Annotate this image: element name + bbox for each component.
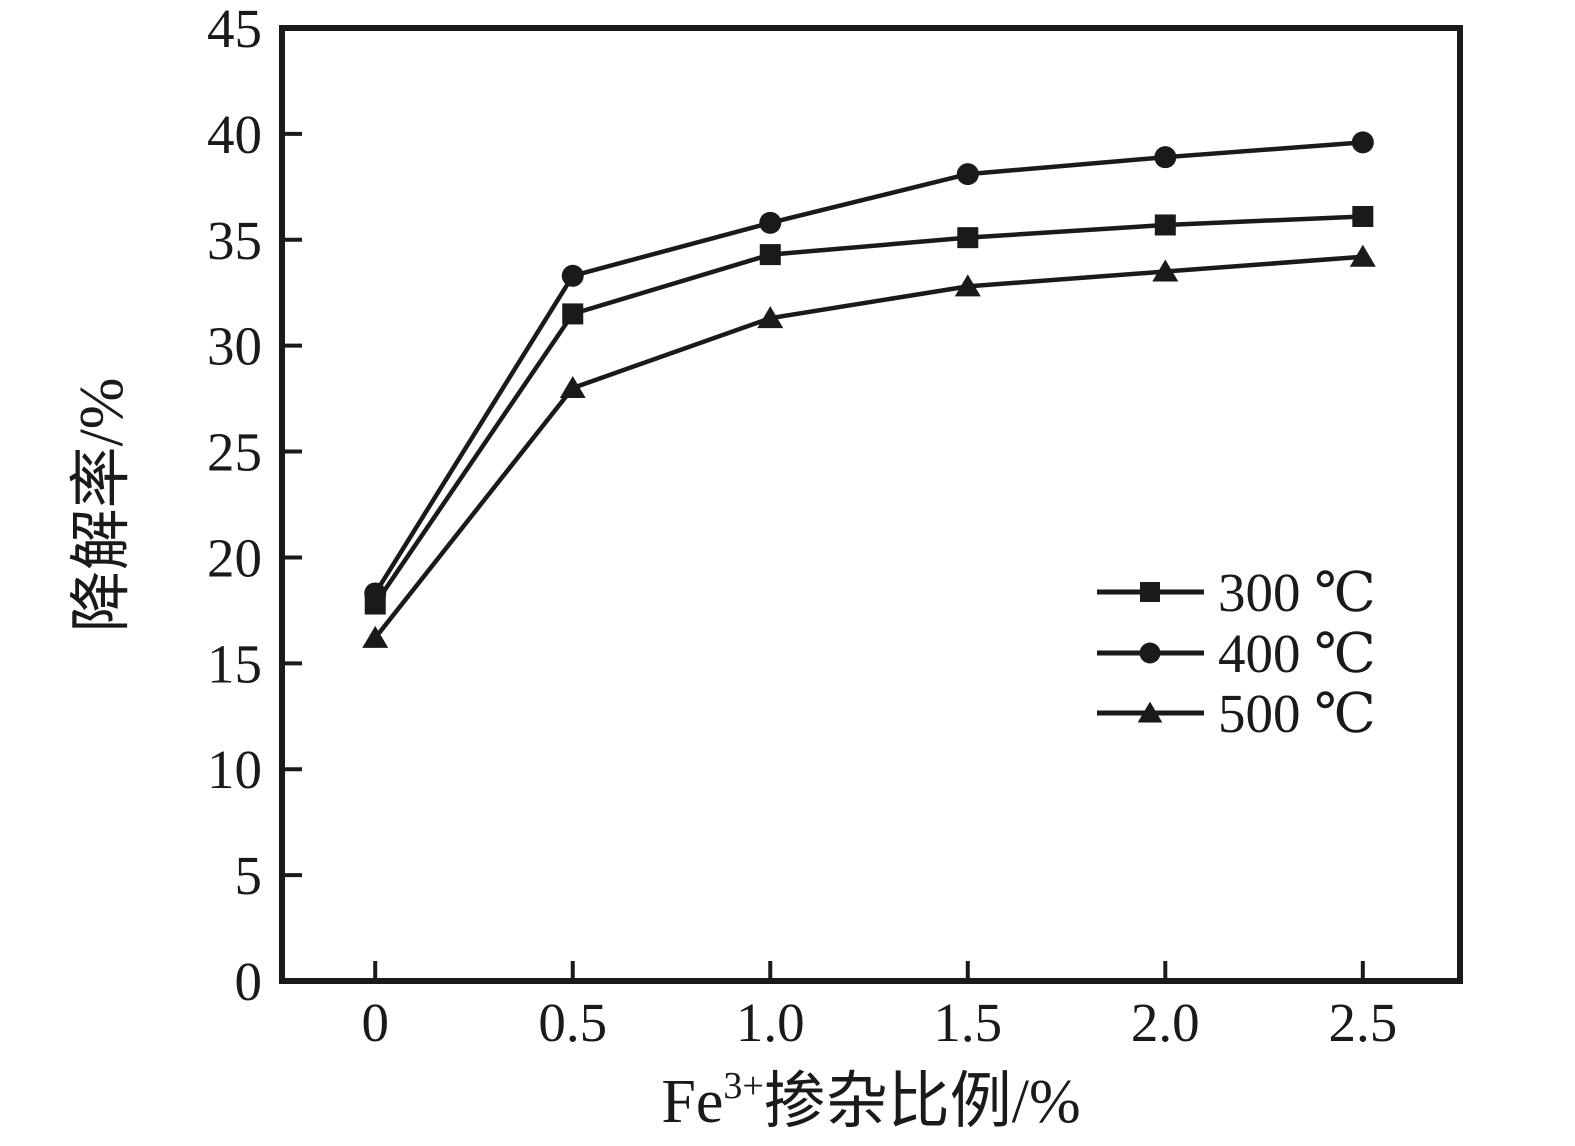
circle-marker [364,582,387,605]
axis-ticks [282,26,1365,983]
circle-marker [1139,642,1161,664]
x-tick-label: 0 [361,992,389,1053]
legend-item: 400 ℃ [1097,623,1376,684]
x-tick-label: 2.5 [1328,992,1397,1053]
series-triangle [362,244,1376,648]
y-tick-label: 10 [207,739,262,800]
x-axis-title-base: Fe [661,1068,723,1136]
x-tick-label: 0.5 [538,992,607,1053]
triangle-marker [1137,701,1163,723]
square-marker [957,227,979,249]
y-tick-label: 5 [235,845,263,906]
circle-marker [956,163,979,186]
x-axis-title-superscript: 3+ [723,1065,763,1107]
series-circle [364,131,1374,605]
y-tick-label: 20 [207,527,262,588]
plot-border [279,25,1463,984]
legend-label: 400 ℃ [1218,623,1376,684]
y-tick-label: 30 [207,316,262,377]
circle-marker [1351,131,1374,154]
series-line [373,140,1363,595]
plot-frame [279,25,1463,984]
triangle-marker [362,625,389,648]
triangle-marker [954,274,981,297]
x-tick-label: 2.0 [1131,992,1200,1053]
square-marker [1140,582,1160,602]
legend-label: 500 ℃ [1218,683,1376,744]
circle-marker [759,211,782,234]
y-tick-label: 15 [207,633,262,694]
triangle-marker [1152,259,1179,282]
y-tick-label: 25 [207,422,262,483]
legend-item: 500 ℃ [1097,683,1376,744]
series-line [373,214,1363,606]
legend-label: 300 ℃ [1218,562,1376,623]
data-series [362,131,1376,648]
square-marker [759,244,781,266]
y-axis-title: 降解率/% [68,378,136,633]
y-tick-label: 40 [207,104,262,165]
series-line [373,254,1363,640]
x-tick-labels: 0 0.5 1.0 1.5 2.0 2.5 [361,992,1397,1053]
x-axis-title: Fe3+掺杂比例/% [661,1065,1080,1136]
x-axis-title-rest: 掺杂比例/% [764,1068,1081,1136]
triangle-marker [757,306,784,329]
legend-item: 300 ℃ [1097,562,1376,623]
triangle-marker [559,376,586,399]
x-tick-label: 1.5 [933,992,1002,1053]
square-marker [562,303,584,325]
y-tick-label: 35 [207,210,262,271]
square-marker [1154,214,1176,236]
square-marker [1352,205,1374,227]
y-tick-label: 45 [207,0,262,59]
triangle-marker [1349,244,1376,267]
y-tick-label: 0 [235,951,263,1012]
x-tick-label: 1.0 [736,992,805,1053]
circle-marker [561,264,584,287]
y-tick-labels: 0 5 10 15 20 25 30 35 40 45 [207,0,262,1012]
circle-marker [1154,146,1177,169]
